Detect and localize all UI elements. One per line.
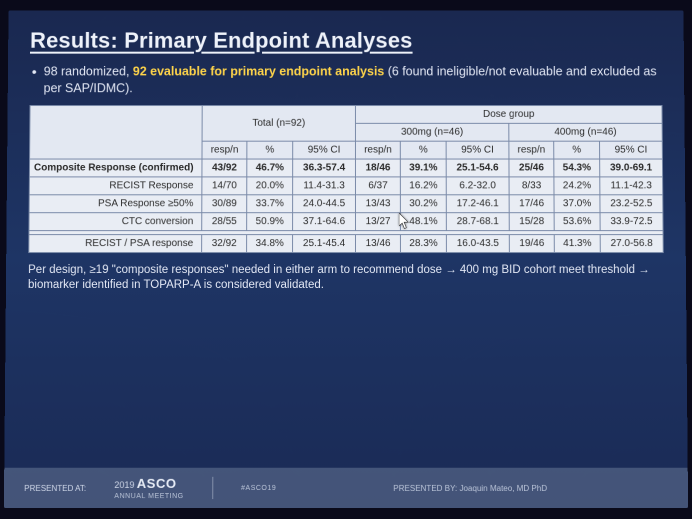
asco-meeting: ANNUAL MEETING (114, 493, 183, 500)
cell: 11.4-31.3 (293, 177, 356, 195)
cell: 34.8% (247, 234, 293, 252)
cell: 14/70 (202, 177, 247, 195)
cell: 19/46 (509, 234, 554, 252)
cell: 39.0-69.1 (600, 159, 663, 177)
cell: 28.7-68.1 (446, 212, 509, 230)
cell: 17/46 (509, 195, 554, 213)
bullet-text: 98 randomized, 92 evaluable for primary … (30, 64, 663, 97)
cell: 17.2-46.1 (446, 195, 509, 213)
cell: 53.6% (554, 212, 600, 230)
cell: 48.1% (401, 212, 447, 230)
asco-block: 2019 ASCO ANNUAL MEETING (114, 476, 184, 500)
cell: 20.0% (247, 177, 293, 195)
cell: 24.2% (554, 177, 600, 195)
footnote: Per design, ≥19 "composite responses" ne… (28, 263, 664, 294)
col-pct: % (400, 141, 446, 159)
cell: 13/46 (355, 234, 400, 252)
row-label: CTC conversion (29, 212, 202, 230)
col-respn: resp/n (202, 141, 247, 159)
cell: 28.3% (401, 234, 447, 252)
cell: 37.1-64.6 (293, 212, 356, 230)
cell: 54.3% (554, 159, 600, 177)
row-label: PSA Response ≥50% (29, 195, 202, 213)
header-blank (30, 105, 203, 159)
row-label: Composite Response (confirmed) (29, 159, 202, 177)
cell: 46.7% (247, 159, 293, 177)
header-400: 400mg (n=46) (509, 123, 663, 141)
presenter: PRESENTED BY: Joaquin Mateo, MD PhD (393, 483, 547, 492)
cell: 27.0-56.8 (600, 234, 663, 252)
cell: 25/46 (509, 159, 554, 177)
asco-year: 2019 (114, 480, 134, 490)
cell: 11.1-42.3 (600, 177, 663, 195)
cell: 37.0% (554, 195, 600, 213)
table-row: RECIST / PSA response32/9234.8%25.1-45.4… (29, 234, 663, 252)
results-table: Total (n=92) Dose group 300mg (n=46) 400… (28, 105, 663, 253)
cell: 39.1% (400, 159, 446, 177)
cell: 50.9% (247, 212, 293, 230)
cell: 23.2-52.5 (600, 195, 663, 213)
cell: 30.2% (401, 195, 447, 213)
bullet-pre: 98 randomized, (44, 65, 133, 79)
cell: 28/55 (202, 212, 247, 230)
cell: 41.3% (554, 234, 600, 252)
footer-bar: PRESENTED AT: 2019 ASCO ANNUAL MEETING #… (4, 468, 688, 508)
cell: 8/33 (509, 177, 554, 195)
cell: 15/28 (509, 212, 554, 230)
cell: 13/43 (355, 195, 400, 213)
cell: 30/89 (202, 195, 247, 213)
col-ci: 95% CI (600, 141, 663, 159)
col-respn: resp/n (355, 141, 400, 159)
bullet-highlight: 92 evaluable for primary endpoint analys… (133, 65, 384, 79)
table-row: Composite Response (confirmed)43/9246.7%… (29, 159, 662, 177)
table-row: PSA Response ≥50%30/8933.7%24.0-44.513/4… (29, 195, 663, 213)
cell: 6/37 (355, 177, 400, 195)
col-pct: % (247, 141, 293, 159)
cell: 18/46 (355, 159, 400, 177)
cell: 33.7% (247, 195, 293, 213)
table-row: RECIST Response14/7020.0%11.4-31.36/3716… (29, 177, 662, 195)
row-label: RECIST / PSA response (29, 234, 202, 252)
cell: 36.3-57.4 (293, 159, 356, 177)
cell: 13/27 (355, 212, 400, 230)
cell: 16.0-43.5 (446, 234, 509, 252)
cell: 16.2% (401, 177, 447, 195)
presented-at-label: PRESENTED AT: (24, 483, 86, 492)
footer-sep (212, 477, 213, 499)
slide: Results: Primary Endpoint Analyses 98 ra… (4, 10, 688, 508)
asco-logo-text: ASCO (137, 476, 177, 491)
row-label: RECIST Response (29, 177, 202, 195)
hashtag: #ASCO19 (241, 484, 276, 491)
header-dose: Dose group (355, 105, 662, 123)
col-pct: % (554, 141, 600, 159)
header-total: Total (n=92) (202, 105, 355, 141)
table-row: CTC conversion28/5550.9%37.1-64.613/2748… (29, 212, 663, 230)
col-ci: 95% CI (446, 141, 509, 159)
slide-title: Results: Primary Endpoint Analyses (30, 28, 662, 54)
cell: 6.2-32.0 (446, 177, 509, 195)
cell: 25.1-45.4 (293, 234, 356, 252)
cell: 24.0-44.5 (293, 195, 356, 213)
cell: 33.9-72.5 (600, 212, 663, 230)
cell: 43/92 (202, 159, 247, 177)
col-ci: 95% CI (293, 141, 356, 159)
cell: 32/92 (202, 234, 247, 252)
col-respn: resp/n (509, 141, 554, 159)
cell: 25.1-54.6 (446, 159, 509, 177)
header-300: 300mg (n=46) (355, 123, 508, 141)
